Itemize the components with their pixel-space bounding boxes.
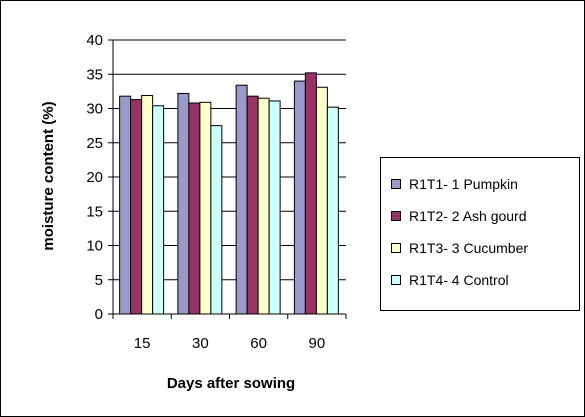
bar-4-15 bbox=[152, 105, 165, 315]
bar-2-30 bbox=[188, 102, 201, 315]
bar-2-60 bbox=[246, 95, 259, 315]
legend-swatch bbox=[391, 211, 401, 221]
legend-label: R1T1- 1 Pumpkin bbox=[409, 176, 518, 192]
y-tick-label: 25 bbox=[86, 135, 103, 152]
x-tick-label: 90 bbox=[309, 335, 326, 352]
bar-4-30 bbox=[210, 125, 223, 315]
bar-4-90 bbox=[326, 106, 339, 315]
legend-label: R1T2- 2 Ash gourd bbox=[409, 208, 527, 224]
y-tick-label: 35 bbox=[86, 66, 103, 83]
legend-item: R1T4- 4 Control bbox=[391, 272, 509, 288]
legend-swatch bbox=[391, 243, 401, 253]
y-tick-label: 40 bbox=[86, 32, 103, 49]
y-tick-label: 10 bbox=[86, 238, 103, 255]
x-tick-label: 15 bbox=[134, 335, 151, 352]
x-tick-labels: 15 30 60 90 bbox=[134, 335, 325, 352]
bar-2-90 bbox=[304, 72, 317, 315]
legend-label: R1T4- 4 Control bbox=[409, 272, 509, 288]
bar-3-90 bbox=[315, 86, 328, 315]
bar-1-60 bbox=[235, 84, 248, 315]
bar-4-60 bbox=[268, 100, 281, 315]
y-tick-label: 15 bbox=[86, 203, 103, 220]
y-tick-labels: 0 5 10 15 20 25 30 35 40 bbox=[86, 32, 103, 323]
bar-2-15 bbox=[130, 99, 143, 315]
bar-3-30 bbox=[199, 101, 212, 315]
legend: R1T1- 1 Pumpkin R1T2- 2 Ash gourd R1T3- 3 … bbox=[380, 157, 580, 311]
bar-1-90 bbox=[293, 80, 306, 315]
axes bbox=[108, 39, 347, 319]
legend-item: R1T2- 2 Ash gourd bbox=[391, 208, 527, 224]
y-tick-label: 0 bbox=[95, 306, 103, 323]
x-tick-label: 30 bbox=[192, 335, 209, 352]
legend-item: R1T3- 3 Cucumber bbox=[391, 240, 528, 256]
legend-swatch bbox=[391, 275, 401, 285]
bar-3-15 bbox=[141, 94, 154, 315]
y-tick-label: 5 bbox=[95, 272, 103, 289]
legend-label: R1T3- 3 Cucumber bbox=[409, 240, 529, 256]
legend-swatch bbox=[391, 179, 401, 189]
y-axis-title: moisture content (%) bbox=[40, 101, 57, 250]
x-axis-title: Days after sowing bbox=[167, 375, 295, 392]
bar-1-30 bbox=[177, 92, 190, 315]
bar-1-15 bbox=[119, 95, 132, 315]
bar-3-60 bbox=[257, 97, 270, 315]
x-tick-label: 60 bbox=[250, 335, 267, 352]
y-tick-label: 30 bbox=[86, 101, 103, 118]
bars bbox=[119, 72, 339, 315]
legend-item: R1T1- 1 Pumpkin bbox=[391, 176, 518, 192]
y-tick-label: 20 bbox=[86, 169, 103, 186]
